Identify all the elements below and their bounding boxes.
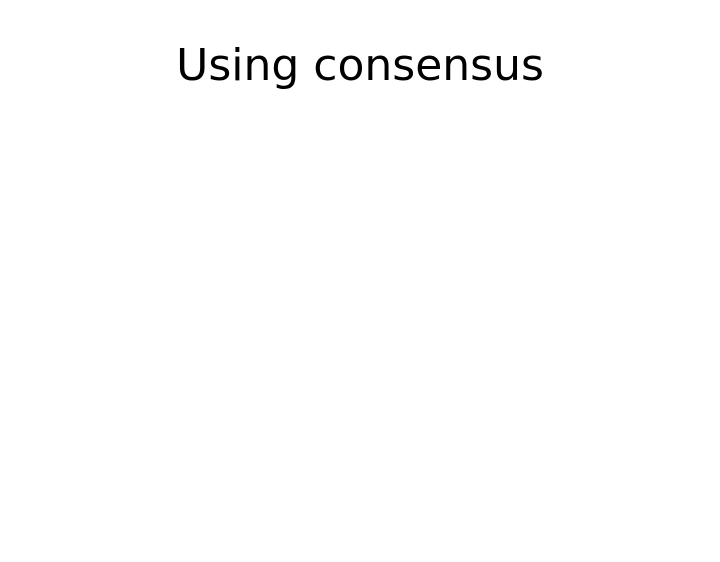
slide-title: Using consensus [176,40,544,91]
